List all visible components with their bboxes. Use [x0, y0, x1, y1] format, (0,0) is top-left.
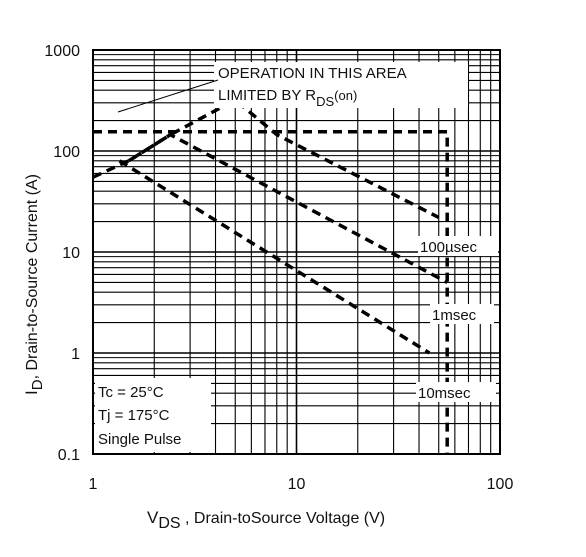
- label-1ms: 1msec: [432, 307, 477, 324]
- plot-frame: [92, 49, 501, 455]
- y-label-main: I: [22, 390, 41, 395]
- y-tick-label: 100: [53, 144, 80, 161]
- series-line-3: [118, 159, 431, 355]
- rds-annotation-bg: [214, 62, 468, 108]
- rds-line2-tail: (on): [334, 88, 357, 103]
- curves: [92, 97, 449, 454]
- x-tick-label: 100: [487, 476, 514, 493]
- x-label-sub: DS: [158, 515, 180, 532]
- tick-labels: 1 10 100 0.1 1 10 100 1000: [44, 43, 513, 493]
- rds-pointer-line: [117, 79, 219, 113]
- x-label-rest: , Drain-toSource Voltage (V): [181, 510, 386, 527]
- y-label-sub: D: [29, 379, 46, 390]
- x-tick-label: 1: [89, 476, 98, 493]
- rds-annotation: OPERATION IN THIS AREA LIMITED BY RDS(on…: [117, 62, 468, 113]
- cond-pulse: Single Pulse: [98, 431, 181, 448]
- x-axis-label: VDS , Drain-toSource Voltage (V): [147, 508, 385, 532]
- rds-line2-main: LIMITED BY R: [218, 87, 316, 104]
- cond-tj: Tj = 175°C: [98, 407, 170, 424]
- label-100us-bg: [418, 236, 498, 256]
- conditions-bg: [95, 378, 211, 452]
- rds-line2-sub: DS: [316, 94, 334, 109]
- y-label-rest: , Drain-to-Source Current (A): [24, 174, 41, 379]
- rds-line2: LIMITED BY RDS(on): [218, 87, 357, 109]
- y-tick-label: 10: [62, 245, 80, 262]
- label-1ms-bg: [430, 304, 494, 324]
- x-tick-label: 10: [288, 476, 306, 493]
- x-label-main: V: [147, 508, 159, 527]
- y-tick-label: 0.1: [58, 447, 80, 464]
- y-tick-label: 1000: [44, 43, 80, 60]
- y-axis-label: ID, Drain-to-Source Current (A): [22, 174, 46, 395]
- y-tick-label: 1: [71, 346, 80, 363]
- cond-tc: Tc = 25°C: [98, 384, 164, 401]
- series-line-2: [127, 132, 449, 284]
- label-10ms-bg: [416, 382, 496, 402]
- label-100us: 100µsec: [420, 239, 478, 256]
- series-line-1: [92, 97, 440, 219]
- label-10ms: 10msec: [418, 385, 471, 402]
- rds-line1: OPERATION IN THIS AREA: [218, 65, 407, 82]
